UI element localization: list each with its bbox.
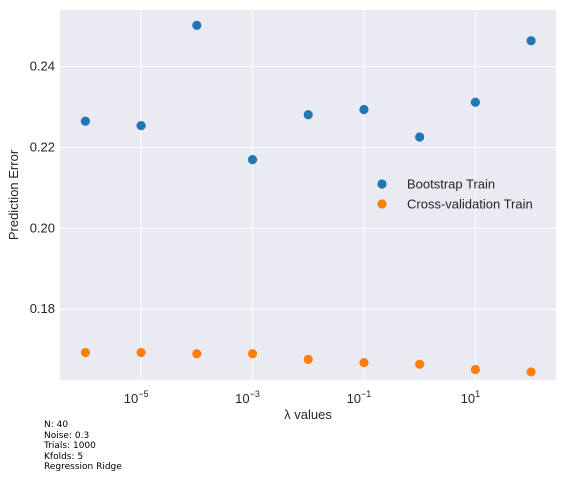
data-point [303, 354, 313, 364]
legend: Bootstrap Train Cross-validation Train [377, 177, 533, 212]
run-parameters: N: 40 Noise: 0.3 Trials: 1000 Kfolds: 5 … [44, 420, 122, 473]
data-point [526, 367, 536, 377]
legend-label: Cross-validation Train [407, 197, 533, 212]
y-axis-label: Prediction Error [6, 149, 21, 240]
x-tick-label: 10−1 [347, 389, 372, 406]
data-point [526, 36, 536, 46]
legend-marker [377, 199, 387, 209]
y-tick-label: 0.24 [30, 59, 55, 74]
y-tick-label: 0.18 [30, 301, 55, 316]
data-point [80, 116, 91, 126]
data-point [247, 155, 258, 165]
data-point [415, 132, 425, 142]
y-tick-label: 0.20 [30, 220, 55, 235]
data-point [359, 104, 369, 115]
y-axis-ticks: 0.18 0.20 0.22 0.24 [30, 59, 55, 317]
x-axis-ticks: 10−5 10−3 10−1 101 [124, 389, 480, 406]
legend-label: Bootstrap Train [407, 177, 495, 192]
data-point [303, 110, 313, 120]
note-n: N: 40 [44, 420, 69, 430]
x-tick-label: 101 [461, 389, 480, 406]
x-axis-label: λ values [284, 407, 332, 422]
note-trials: Trials: 1000 [44, 441, 96, 451]
data-point [359, 358, 369, 368]
data-point [192, 20, 202, 30]
data-point [192, 349, 202, 359]
data-point [470, 97, 480, 107]
data-point [80, 347, 91, 358]
note-regression: Regression Ridge [44, 462, 122, 472]
y-tick-label: 0.22 [30, 139, 55, 154]
x-tick-label: 10−3 [235, 389, 260, 406]
data-point [136, 347, 146, 358]
grid [60, 10, 556, 380]
x-tick-label: 10−5 [124, 389, 149, 406]
data-point [136, 121, 146, 131]
data-point [415, 359, 425, 369]
note-noise: Noise: 0.3 [44, 430, 90, 441]
data-point [470, 364, 480, 375]
legend-marker [377, 179, 387, 189]
data-point [247, 349, 258, 359]
data-points [80, 20, 536, 377]
plot-area [60, 10, 556, 380]
note-kfolds: Kfolds: 5 [44, 451, 84, 462]
